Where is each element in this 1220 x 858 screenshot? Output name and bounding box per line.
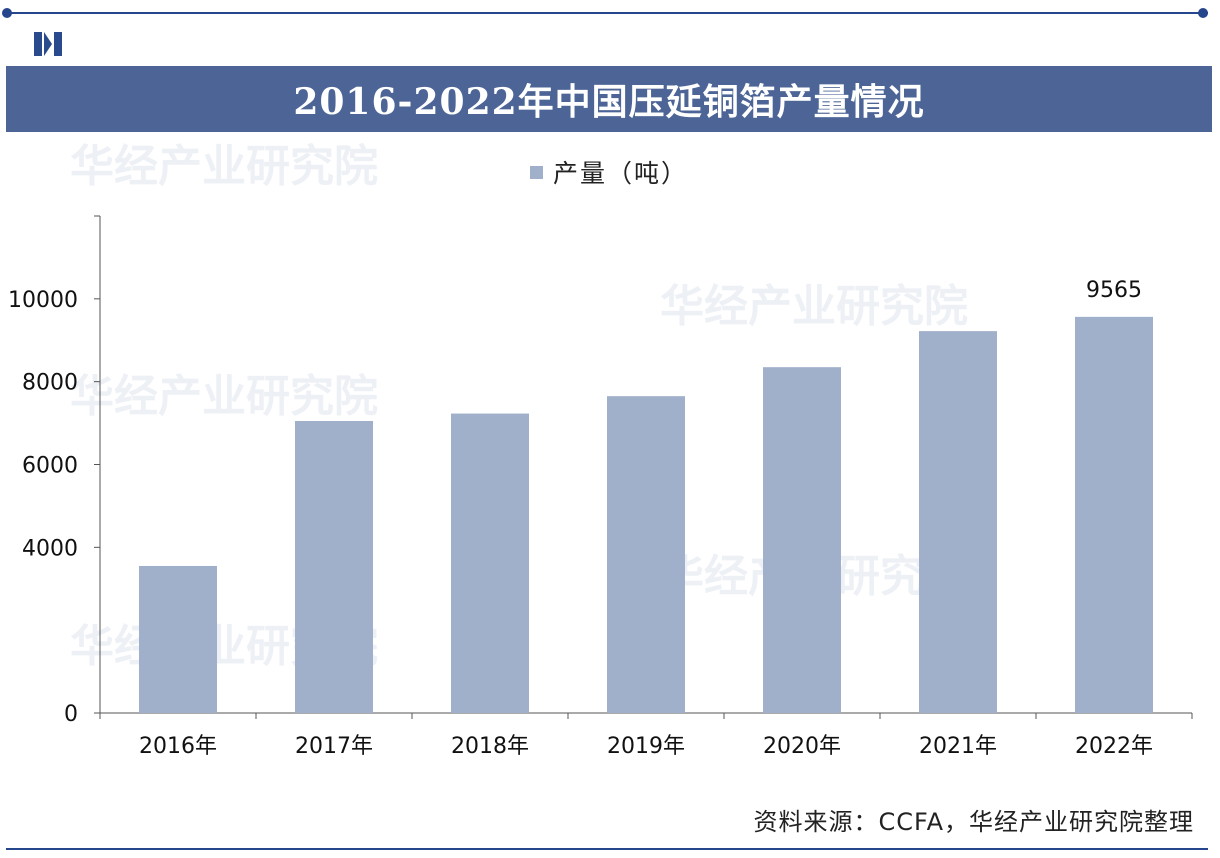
title-bar: 2016-2022年中国压延铜箔产量情况: [6, 66, 1212, 132]
bar-2020年: [763, 367, 841, 713]
watermark-text: 华经产业研究院: [660, 281, 968, 332]
x-tick-label: 2018年: [451, 734, 529, 759]
x-tick-label: 2017年: [295, 734, 373, 759]
top-frame-line: [6, 12, 1208, 14]
y-tick-label: 0: [64, 702, 78, 727]
legend-swatch: [530, 165, 543, 179]
y-tick-label: 6000: [22, 454, 78, 479]
x-tick-label: 2021年: [919, 734, 997, 759]
y-tick-label: 4000: [22, 536, 78, 561]
watermark-text: 华经产业研究院: [70, 141, 378, 192]
source-note: 资料来源：CCFA，华经产业研究院整理: [753, 808, 1194, 836]
y-tick-label: 8000: [22, 371, 78, 396]
bar-2017年: [295, 421, 373, 713]
x-tick-label: 2020年: [763, 734, 841, 759]
bar-2022年: [1075, 316, 1153, 713]
bar-2016年: [139, 565, 217, 713]
x-tick-label: 2022年: [1075, 734, 1153, 759]
data-label: 9565: [1086, 278, 1142, 303]
frame-dot-right: [1198, 8, 1208, 18]
watermark-text: 华经产业研究院: [70, 371, 378, 422]
frame-dot-left: [2, 8, 12, 18]
brand-logo-icon: [34, 32, 62, 56]
chart-legend: 产量（吨）: [530, 154, 688, 190]
legend-label: 产量（吨）: [553, 159, 689, 188]
bar-2018年: [451, 413, 529, 713]
y-tick-label: 10000: [8, 288, 78, 313]
bar-2021年: [919, 331, 997, 713]
chart-title: 2016-2022年中国压延铜箔产量情况: [293, 81, 925, 123]
bottom-frame-line: [6, 848, 1208, 850]
bar-2019年: [607, 396, 685, 713]
x-tick-label: 2016年: [139, 734, 217, 759]
x-tick-label: 2019年: [607, 734, 685, 759]
